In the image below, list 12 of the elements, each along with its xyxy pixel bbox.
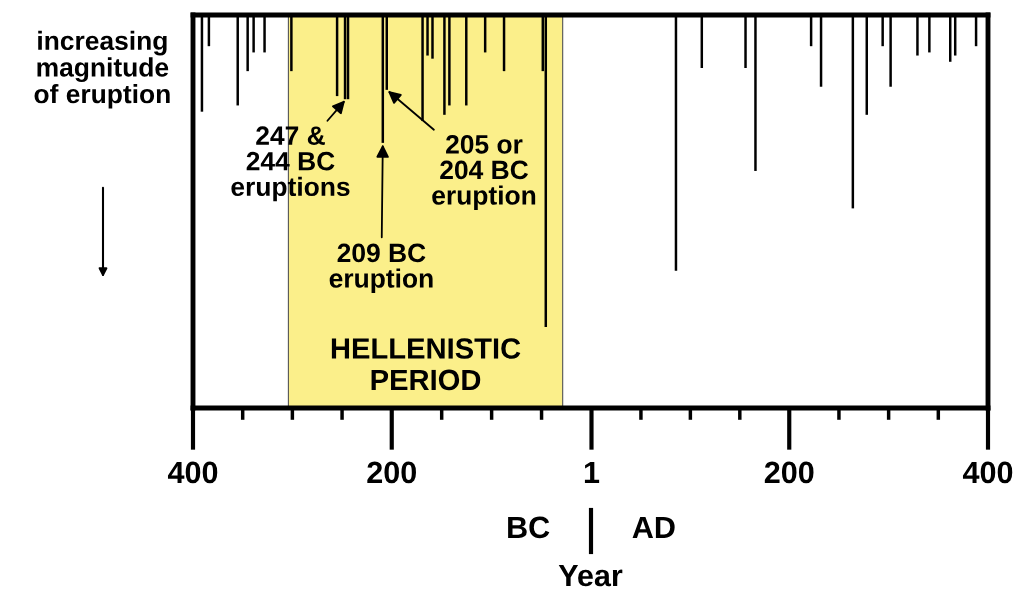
x-tick-label: 400	[962, 461, 1013, 484]
band-label: HELLENISTIC PERIOD	[331, 338, 521, 391]
x-axis-title: Year	[558, 565, 623, 587]
x-tick-label: 200	[764, 461, 814, 484]
text: BC	[508, 516, 550, 539]
annotation: 205 or 204 BC eruption	[432, 135, 536, 211]
annotation: 209 BC eruption	[329, 243, 433, 294]
y-axis-title: increasing magnitude of eruption	[34, 30, 170, 109]
x-tick-label: 1	[584, 461, 600, 483]
text: AD	[632, 516, 675, 538]
x-tick-label: 400	[167, 461, 218, 484]
x-tick-label: 200	[367, 461, 416, 484]
